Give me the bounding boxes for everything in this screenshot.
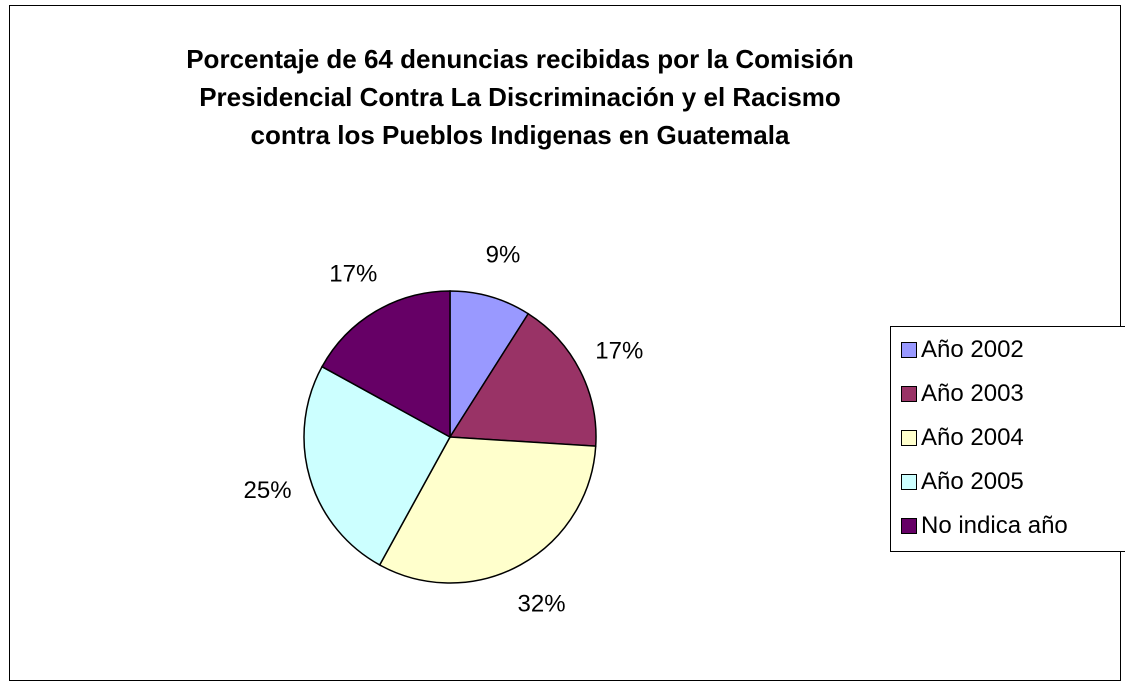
pie-label-2004: 32% <box>518 590 566 617</box>
legend-swatch-2002 <box>901 342 917 358</box>
legend-item-no-year: No indica año <box>901 511 1068 541</box>
pie-label-no-year: 17% <box>329 260 377 287</box>
legend-swatch-2004 <box>901 430 917 446</box>
legend-item-2002: Año 2002 <box>901 335 1024 365</box>
legend-swatch-no-year <box>901 518 917 534</box>
pie-label-2003: 17% <box>595 338 643 365</box>
pie-label-2002: 9% <box>486 242 521 269</box>
legend-label-2003: Año 2003 <box>921 380 1024 408</box>
legend: Año 2002 Año 2003 Año 2004 Año 2005 No i… <box>890 326 1125 552</box>
legend-swatch-2003 <box>901 386 917 402</box>
legend-label-2005: Año 2005 <box>921 468 1024 496</box>
legend-item-2005: Año 2005 <box>901 467 1024 497</box>
legend-item-2004: Año 2004 <box>901 423 1024 453</box>
legend-label-2004: Año 2004 <box>921 424 1024 452</box>
legend-swatch-2005 <box>901 474 917 490</box>
pie-label-2005: 25% <box>244 477 292 504</box>
legend-label-2002: Año 2002 <box>921 336 1024 364</box>
legend-item-2003: Año 2003 <box>901 379 1024 409</box>
legend-label-no-year: No indica año <box>921 512 1068 540</box>
